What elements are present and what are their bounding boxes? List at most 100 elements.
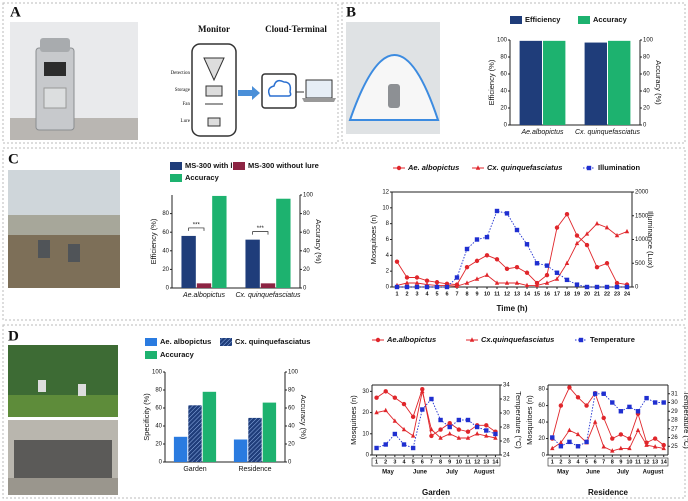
series-line [397, 210, 627, 288]
data-point [494, 257, 500, 262]
bar [188, 405, 202, 462]
x-tick-label: 1 [375, 459, 378, 465]
data-point [429, 396, 434, 402]
data-point [410, 445, 416, 451]
y2-tick-label: 500 [635, 261, 646, 267]
data-point [401, 442, 407, 447]
y2-tick-label: 40 [288, 424, 295, 430]
x-tick-label: 2 [384, 459, 387, 465]
data-point [404, 284, 410, 290]
data-point [429, 433, 434, 439]
data-point [514, 265, 520, 270]
data-point [454, 275, 460, 280]
legend-label: Ae. albopictus [160, 337, 211, 346]
y2-tick-label: 100 [303, 193, 314, 199]
data-point [652, 444, 658, 449]
x-tick-label: 13 [652, 459, 658, 465]
x-tick-label: 14 [492, 459, 499, 465]
cloud-box [261, 73, 297, 109]
data-point [614, 232, 620, 238]
x-tick-label: 13 [514, 291, 520, 297]
y2-tick-label: 60 [303, 230, 310, 236]
data-point [575, 431, 581, 437]
data-point [504, 280, 510, 285]
data-point [414, 284, 420, 290]
data-point [401, 426, 407, 432]
x-tick-label: 12 [504, 291, 510, 297]
y-tick-label: 40 [162, 248, 169, 254]
legend-swatch [170, 174, 182, 182]
data-point [524, 270, 530, 275]
data-point [544, 263, 550, 268]
data-point [635, 409, 641, 414]
y-tick-label: 40 [500, 89, 507, 95]
data-point [474, 424, 480, 430]
data-point [661, 442, 666, 448]
data-point [484, 428, 489, 433]
y2-tick-label: 20 [288, 442, 295, 448]
bar [196, 283, 212, 288]
data-point [465, 435, 471, 440]
data-point [601, 415, 606, 421]
x-tick-label: 6 [594, 459, 597, 465]
x-tick-label: 8 [611, 459, 614, 465]
data-point [584, 403, 589, 408]
legend-label: Efficiency [525, 15, 561, 24]
part-label: Lure [181, 119, 191, 124]
data-point [444, 284, 450, 290]
data-point [575, 444, 581, 449]
data-point [383, 442, 388, 447]
y2-tick-label: 80 [303, 211, 310, 217]
series-line [396, 213, 628, 286]
data-point [618, 432, 624, 437]
part-label: Fan [183, 102, 191, 107]
y2-tick-label: 100 [288, 370, 299, 376]
y2-tick-label: 60 [643, 72, 650, 78]
y2-tick-label: 32 [503, 397, 510, 403]
series-line [551, 393, 664, 447]
legend-label: Accuracy [160, 350, 195, 359]
y-tick-label: 60 [500, 72, 507, 78]
x-tick-label: 7 [430, 459, 433, 465]
y-tick-label: 30 [362, 389, 369, 395]
data-point [618, 445, 624, 451]
data-point [484, 253, 490, 258]
data-point [544, 280, 550, 285]
y2-tick-label: 29 [671, 409, 678, 415]
legend-swatch [145, 351, 157, 359]
legend-marker [375, 337, 381, 343]
x-tick-label: 6 [421, 459, 424, 465]
data-point [493, 435, 498, 440]
x-tick-label: 11 [494, 291, 500, 297]
y2-tick-label: 1000 [635, 237, 649, 243]
panel-label: C [8, 151, 19, 167]
data-point [574, 282, 580, 287]
data-point [627, 445, 632, 451]
x-tick-label: 4 [425, 291, 429, 297]
data-point [584, 231, 590, 236]
data-point [420, 388, 425, 394]
legend-swatch [578, 16, 590, 24]
y2-tick-label: 31 [671, 391, 678, 397]
laptop [305, 79, 333, 99]
y2-tick-label: 34 [503, 383, 510, 389]
x-tick-label: 5 [585, 459, 588, 465]
legend-label: Ae. albopictus [407, 163, 459, 172]
data-point [474, 258, 480, 264]
y2-tick-label: 40 [303, 248, 310, 254]
data-point [420, 407, 425, 412]
y2-tick-label: 30 [503, 411, 510, 417]
y-tick-label: 10 [382, 205, 389, 211]
panel-label: A [10, 4, 21, 20]
month-label: July [617, 470, 630, 476]
y-tick-label: 80 [500, 55, 507, 61]
month-label: August [643, 470, 664, 476]
part-label: Storage [175, 88, 191, 93]
x-tick-label: 12 [644, 459, 650, 465]
y2-tick-label: 24 [503, 453, 510, 459]
data-point [392, 431, 398, 437]
data-point [429, 426, 434, 432]
data-point [474, 276, 480, 281]
month-label: May [382, 470, 394, 476]
y-tick-label: 10 [362, 431, 369, 437]
